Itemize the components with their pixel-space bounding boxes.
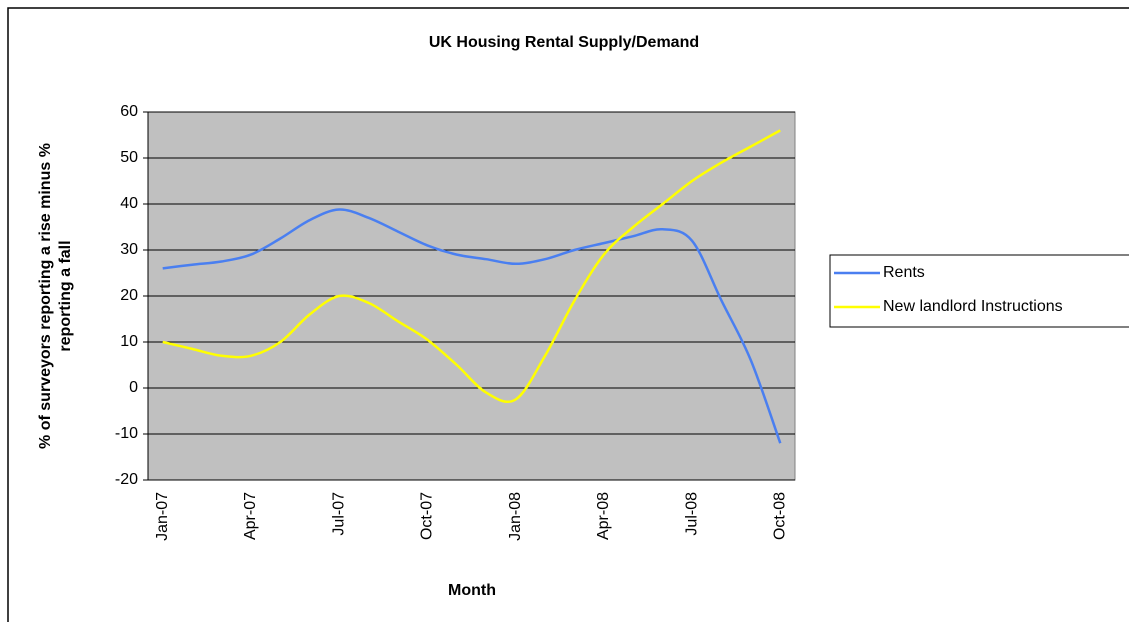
legend-label: Rents	[883, 264, 925, 281]
x-tick-label: Jan-07	[154, 492, 171, 541]
x-tick-label: Jul-08	[683, 492, 700, 536]
y-tick-label: 10	[120, 333, 138, 350]
legend	[829, 254, 1129, 328]
y-tick-label: 40	[120, 195, 138, 212]
x-tick-label: Jan-08	[507, 492, 524, 541]
x-tick-label: Oct-07	[419, 492, 436, 540]
x-axis-title: Month	[448, 582, 496, 599]
y-axis-title: % of surveyors reporting a rise minus % …	[37, 143, 74, 449]
y-tick-label: -10	[115, 425, 138, 442]
y-tick-label: 30	[120, 241, 138, 258]
y-axis-title-line: reporting a fall	[57, 240, 74, 351]
y-tick-label: 20	[120, 287, 138, 304]
x-tick-label: Apr-07	[242, 492, 259, 540]
x-tick-label: Oct-08	[772, 492, 789, 540]
y-axis-title-line: % of surveyors reporting a rise minus %	[37, 143, 54, 449]
x-tick-label: Jul-07	[330, 492, 347, 536]
x-tick-label: Apr-08	[595, 492, 612, 540]
y-tick-label: -20	[115, 471, 138, 488]
series-line	[162, 129, 781, 404]
y-tick-label: 50	[120, 149, 138, 166]
legend-label: New landlord Instructions	[883, 298, 1063, 315]
series-line	[162, 208, 782, 444]
y-tick-label: 0	[129, 379, 138, 396]
chart-title: UK Housing Rental Supply/Demand	[429, 34, 699, 51]
y-tick-label: 60	[120, 103, 138, 120]
